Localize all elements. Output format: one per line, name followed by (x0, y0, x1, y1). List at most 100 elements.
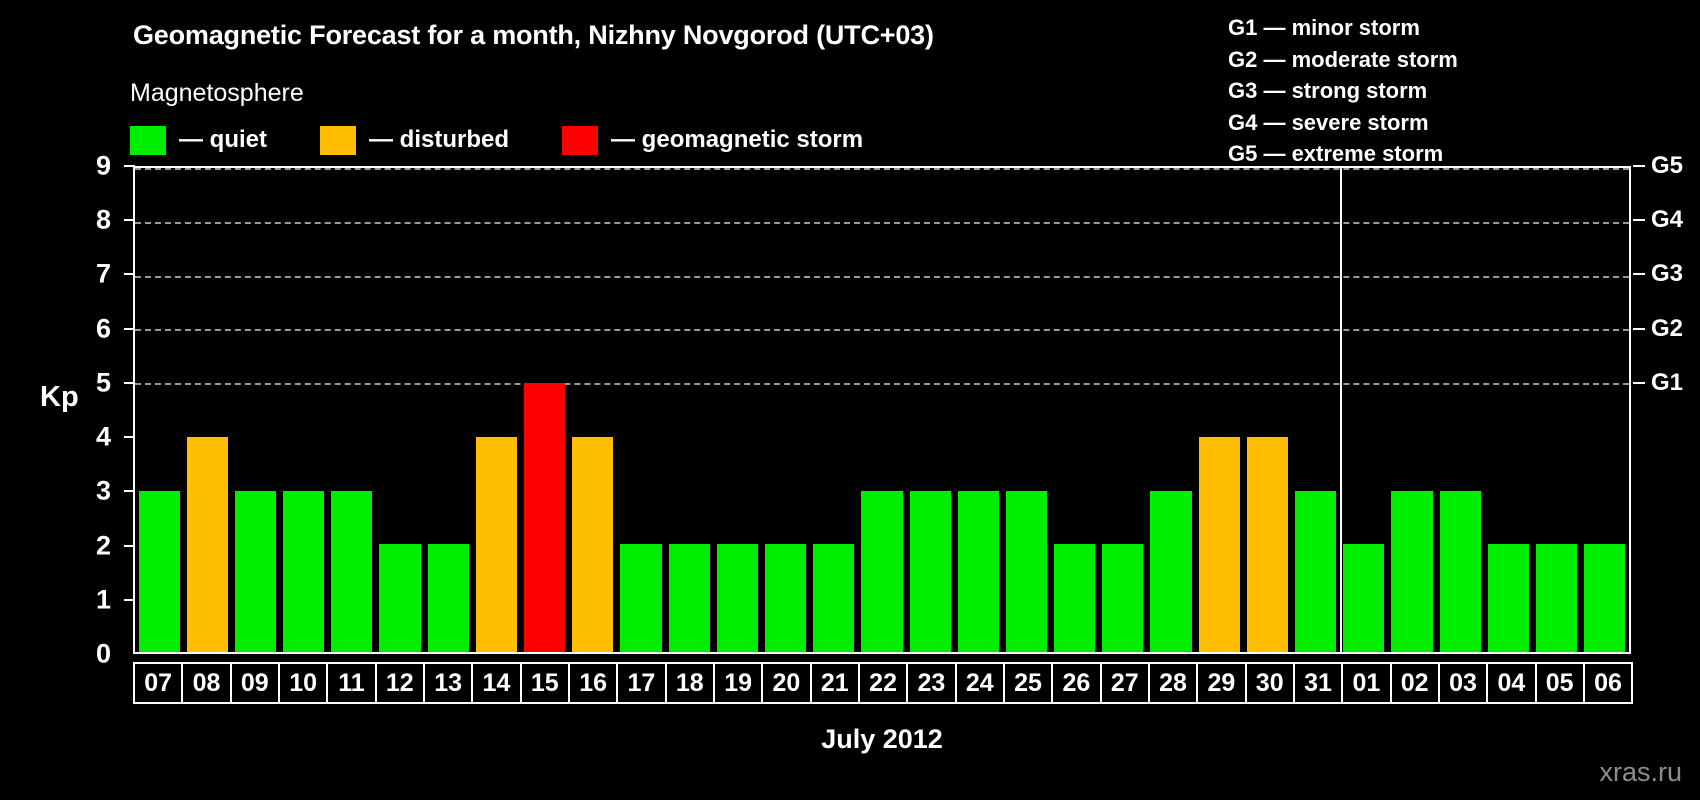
storm-scale-line-g1: G1 — minor storm (1228, 15, 1420, 40)
g-axis-label-G3: G3 (1651, 260, 1684, 288)
date-label-09: 09 (229, 662, 280, 704)
date-label-05: 05 (1534, 662, 1585, 704)
legend-label-disturbed: — disturbed (369, 126, 510, 153)
legend-swatch-quiet (130, 125, 166, 155)
bar-17 (620, 544, 662, 652)
y-tick-mark-7 (124, 273, 135, 276)
bar-23 (909, 490, 951, 652)
date-label-11: 11 (326, 662, 377, 704)
y-tick-mark-1 (124, 598, 135, 601)
bar-cell (1484, 168, 1532, 652)
bar-10 (283, 490, 325, 652)
bar-cell (1051, 168, 1099, 652)
y-tick-mark-2 (124, 544, 135, 547)
date-label-06: 06 (1582, 662, 1634, 704)
gridline-kp-8 (135, 221, 1629, 224)
bar-24 (957, 490, 999, 652)
bar-cell (569, 168, 617, 652)
y-tick-label-6: 6 (95, 313, 111, 344)
bar-cell (1002, 168, 1050, 652)
legend-swatch-storm (562, 125, 599, 155)
date-label-02: 02 (1389, 662, 1440, 704)
bar-01 (1343, 544, 1385, 652)
date-label-17: 17 (616, 662, 667, 704)
y-tick-mark-6 (124, 327, 135, 330)
date-label-03: 03 (1437, 662, 1489, 704)
bar-cell (1388, 168, 1436, 652)
legend-swatch-disturbed (320, 125, 356, 155)
gridline-kp-7 (135, 275, 1629, 278)
bar-cell (376, 168, 424, 652)
date-label-01: 01 (1341, 662, 1392, 704)
bar-cell (1292, 168, 1340, 652)
bar-cell (1340, 168, 1388, 652)
bar-cell (521, 168, 569, 652)
legend: — quiet — disturbed — geomagnetic storm (130, 125, 916, 155)
date-label-31: 31 (1292, 662, 1344, 704)
page-title: Geomagnetic Forecast for a month, Nizhny… (133, 20, 934, 50)
y-tick-label-9: 9 (95, 150, 111, 181)
date-label-10: 10 (277, 662, 329, 704)
bar-18 (668, 544, 710, 652)
bar-cell (135, 168, 183, 652)
bar-cell (1243, 168, 1291, 652)
date-label-29: 29 (1196, 662, 1247, 704)
bar-cell (472, 168, 520, 652)
date-label-13: 13 (422, 662, 474, 704)
bar-cell (1195, 168, 1243, 652)
y-tick-label-2: 2 (95, 530, 111, 561)
bar-20 (764, 544, 807, 652)
bar-19 (716, 544, 758, 652)
gridline-kp-5 (135, 383, 1629, 386)
bar-29 (1198, 436, 1240, 652)
x-axis-date-labels: 07 08 09 10 11 12 13 14 15 16 17 18 19 20 21 22 23 24 25 26… (133, 662, 1634, 704)
bar-cell (617, 168, 665, 652)
bar-25 (1005, 490, 1048, 652)
storm-scale-line-g4: G4 — severe storm (1228, 109, 1429, 135)
y-tick-label-5: 5 (95, 367, 111, 398)
bar-cell (954, 168, 1002, 652)
plot-area (135, 168, 1629, 652)
bar-cell (231, 168, 279, 652)
date-label-30: 30 (1244, 662, 1295, 704)
legend-item-disturbed: — disturbed (320, 125, 510, 155)
bar-16 (572, 436, 614, 652)
g-axis-label-G4: G4 (1651, 206, 1684, 234)
bar-cell (1581, 168, 1629, 652)
date-label-25: 25 (1002, 662, 1054, 704)
bar-14 (475, 436, 517, 652)
bar-cell (858, 168, 906, 652)
gridline-kp-6 (135, 329, 1629, 332)
storm-scale-legend: G1 — minor storm G2 — moderate storm G3 … (1228, 12, 1458, 170)
y-tick-mark-8 (124, 219, 135, 222)
magnetosphere-label: Magnetosphere (130, 79, 304, 107)
watermark: xras.ru (1599, 757, 1682, 787)
y-tick-label-7: 7 (95, 258, 111, 289)
bar-28 (1150, 490, 1192, 652)
date-label-28: 28 (1147, 662, 1199, 704)
x-axis-title: July 2012 (821, 724, 943, 754)
legend-item-quiet: — quiet (130, 125, 267, 155)
bar-03 (1439, 490, 1481, 652)
storm-scale-line-g3: G3 — strong storm (1228, 78, 1428, 103)
g-axis-tick-G5 (1633, 165, 1645, 167)
date-label-19: 19 (712, 662, 764, 704)
y-tick-label-0: 0 (95, 638, 111, 669)
legend-item-storm: — geomagnetic storm (562, 125, 863, 155)
bar-cell (328, 168, 376, 652)
bar-cell (183, 168, 231, 652)
date-label-20: 20 (761, 662, 812, 704)
date-label-18: 18 (664, 662, 715, 704)
y-tick-label-8: 8 (95, 204, 111, 235)
date-label-27: 27 (1099, 662, 1150, 704)
date-label-15: 15 (519, 662, 570, 704)
bar-cell (761, 168, 809, 652)
bar-cell (810, 168, 858, 652)
bar-cell (1099, 168, 1147, 652)
date-label-21: 21 (809, 662, 860, 704)
bar-07 (138, 490, 180, 652)
y-tick-mark-4 (124, 436, 135, 439)
g-axis-label-G5: G5 (1651, 152, 1684, 179)
bar-09 (234, 490, 277, 652)
bar-series (135, 168, 1629, 652)
